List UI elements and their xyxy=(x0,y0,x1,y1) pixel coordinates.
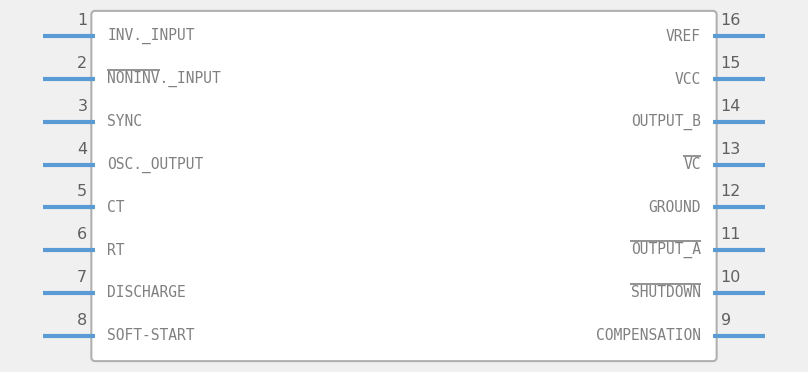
Text: 11: 11 xyxy=(721,227,741,242)
Text: OUTPUT_A: OUTPUT_A xyxy=(631,242,701,258)
Text: CT: CT xyxy=(107,200,125,215)
Text: 4: 4 xyxy=(78,142,87,157)
Text: SOFT-START: SOFT-START xyxy=(107,328,195,343)
Text: 14: 14 xyxy=(721,99,741,114)
Text: VCC: VCC xyxy=(675,71,701,87)
Text: 9: 9 xyxy=(721,313,730,328)
Text: 3: 3 xyxy=(78,99,87,114)
Text: 13: 13 xyxy=(721,142,741,157)
Text: COMPENSATION: COMPENSATION xyxy=(595,328,701,343)
Text: 15: 15 xyxy=(721,56,741,71)
Text: 10: 10 xyxy=(721,270,741,285)
Text: 5: 5 xyxy=(78,185,87,199)
FancyBboxPatch shape xyxy=(91,11,717,361)
Text: DISCHARGE: DISCHARGE xyxy=(107,285,186,301)
Text: 12: 12 xyxy=(721,185,741,199)
Text: 2: 2 xyxy=(78,56,87,71)
Text: RT: RT xyxy=(107,243,125,258)
Text: NONINV._INPUT: NONINV._INPUT xyxy=(107,71,221,87)
Text: 8: 8 xyxy=(77,313,87,328)
Text: VREF: VREF xyxy=(666,29,701,44)
Text: SHUTDOWN: SHUTDOWN xyxy=(631,285,701,301)
Text: 7: 7 xyxy=(78,270,87,285)
Text: OUTPUT_B: OUTPUT_B xyxy=(631,114,701,130)
Text: 1: 1 xyxy=(77,13,87,28)
Text: OSC._OUTPUT: OSC._OUTPUT xyxy=(107,157,204,173)
Text: SYNC: SYNC xyxy=(107,114,142,129)
Text: GROUND: GROUND xyxy=(648,200,701,215)
Text: INV._INPUT: INV._INPUT xyxy=(107,28,195,44)
Text: 6: 6 xyxy=(78,227,87,242)
Text: VC: VC xyxy=(683,157,701,172)
Text: 16: 16 xyxy=(721,13,741,28)
